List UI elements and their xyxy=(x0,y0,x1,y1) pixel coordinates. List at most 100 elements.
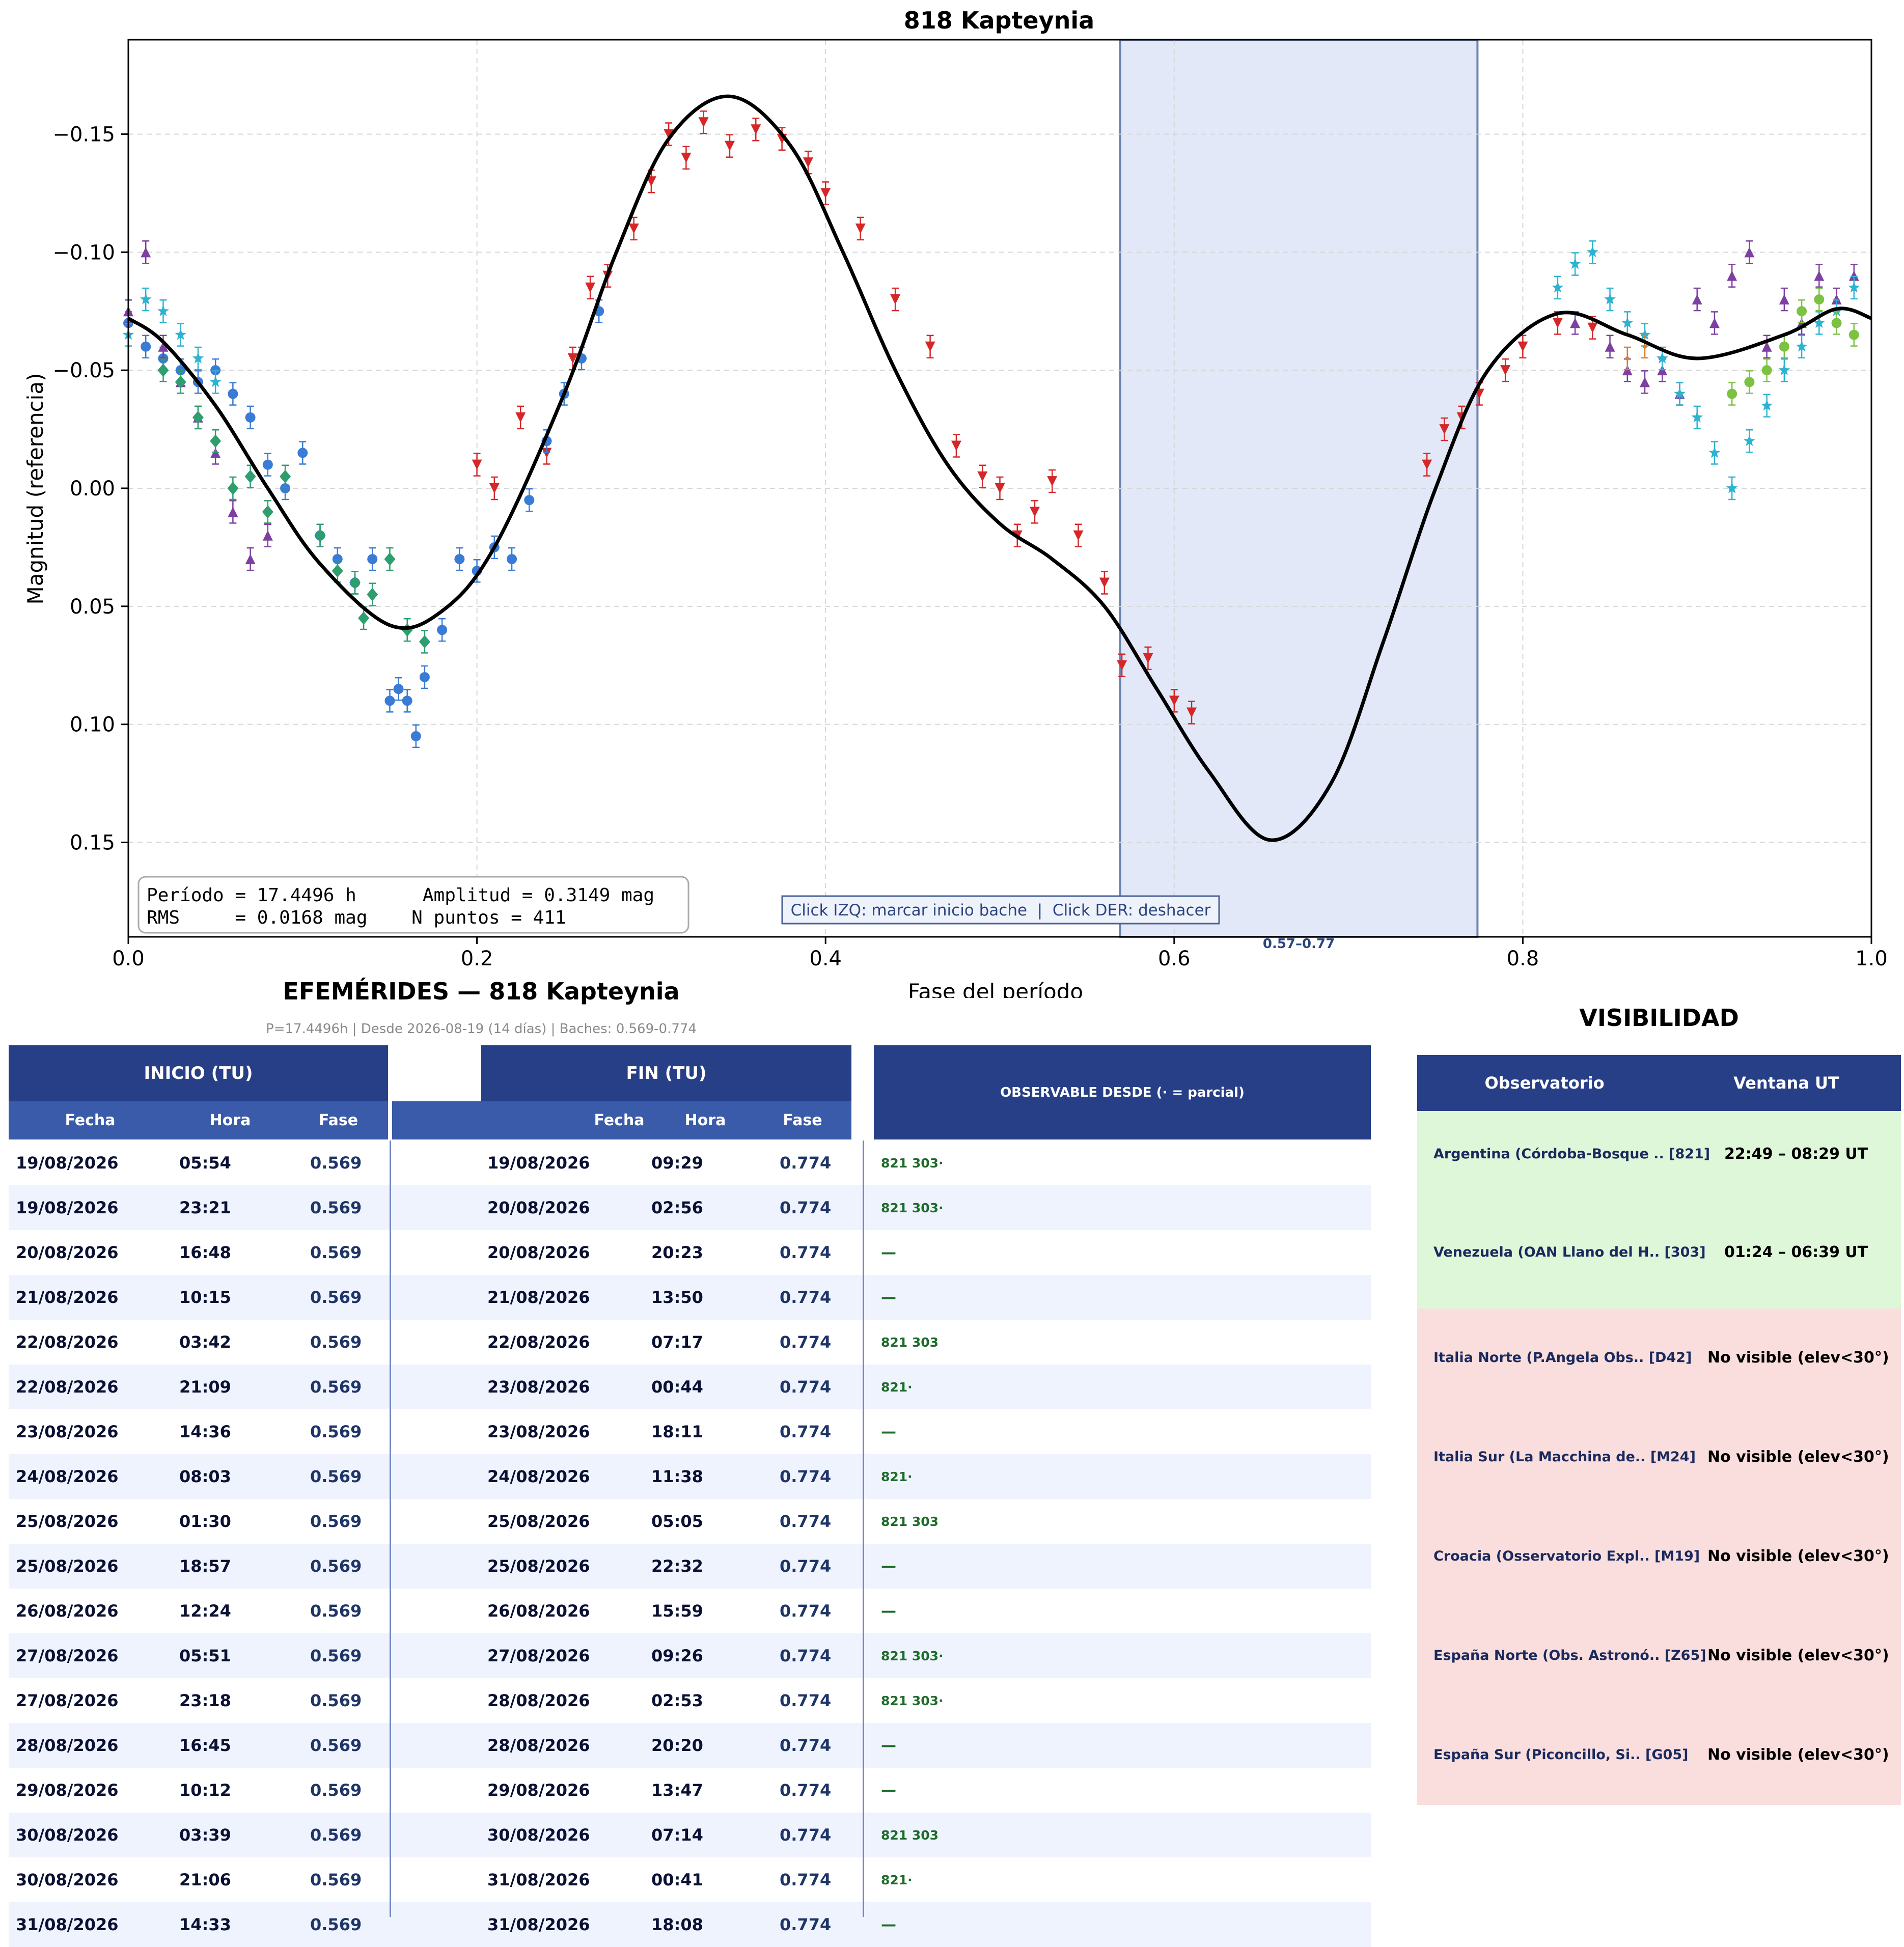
cell-d1: 22/08/2026 xyxy=(16,1377,119,1397)
light-curve-chart[interactable]: 818 Kapteynia 0.0 0.2 0.4 0.6 0.8 1.0 −0.15 −0.… xyxy=(0,0,1904,998)
cell-p1: 0.569 xyxy=(310,1243,362,1262)
cell-obs: 821 303 xyxy=(881,1334,939,1350)
cell-h1: 23:21 xyxy=(179,1198,231,1217)
ephemeris-row: 20/08/2026 16:48 0.569 20/08/2026 20:23 0.774… xyxy=(9,1230,1371,1275)
data-point xyxy=(1605,341,1615,352)
cell-d1: 24/08/2026 xyxy=(16,1467,119,1486)
data-point xyxy=(175,328,187,340)
cell-d1: 29/08/2026 xyxy=(16,1781,119,1800)
header-end-group: FIN (TU) xyxy=(481,1045,851,1101)
cell-d1: 30/08/2026 xyxy=(16,1825,119,1845)
data-point xyxy=(751,124,761,135)
visibility-row: Italia Sur (La Macchina de.. [M24] No vis… xyxy=(1417,1408,1901,1507)
cell-h1: 08:03 xyxy=(179,1467,231,1486)
cell-h2: 22:32 xyxy=(651,1556,703,1576)
cell-d2: 19/08/2026 xyxy=(487,1153,590,1173)
visibility-window: 01:24 – 06:39 UT xyxy=(1724,1243,1868,1261)
cell-h1: 21:06 xyxy=(179,1870,231,1889)
data-point xyxy=(1779,294,1789,305)
cell-d1: 27/08/2026 xyxy=(16,1691,119,1710)
cell-obs: — xyxy=(881,1736,896,1755)
data-point xyxy=(1500,365,1511,376)
cell-p2: 0.774 xyxy=(780,1467,832,1486)
x-tick-label: 0.0 xyxy=(112,947,145,970)
cell-h1: 03:42 xyxy=(179,1332,231,1352)
data-point xyxy=(157,305,169,316)
cell-d1: 19/08/2026 xyxy=(16,1198,119,1217)
header-end-phase: Fase xyxy=(754,1101,851,1139)
hint-text: Click IZQ: marcar inicio bache | Click D… xyxy=(791,901,1211,920)
cell-obs: 821· xyxy=(881,1469,913,1484)
cell-h1: 14:36 xyxy=(179,1422,231,1441)
data-point xyxy=(1744,247,1755,258)
cell-p1: 0.569 xyxy=(310,1422,362,1441)
observatory-name: Italia Norte (P.Angela Obs.. [D42] xyxy=(1433,1350,1692,1366)
data-point xyxy=(724,141,735,151)
data-point xyxy=(951,440,961,451)
data-point xyxy=(1186,707,1197,718)
observatory-name: España Sur (Piconcillo, Si.. [G05] xyxy=(1433,1747,1689,1763)
cell-p2: 0.774 xyxy=(780,1288,832,1307)
cell-h2: 09:26 xyxy=(651,1646,703,1665)
cell-obs: 821 303· xyxy=(881,1693,944,1708)
cell-h2: 00:41 xyxy=(651,1870,703,1889)
cell-d2: 23/08/2026 xyxy=(487,1377,590,1397)
visibility-row: Italia Norte (P.Angela Obs.. [D42] No vis… xyxy=(1417,1309,1901,1408)
ephemerides-subtitle: P=17.4496h | Desde 2026-08-19 (14 días) … xyxy=(266,1021,697,1037)
data-point xyxy=(141,341,151,352)
cell-obs: 821 303 xyxy=(881,1514,939,1529)
data-point xyxy=(698,117,709,128)
data-point xyxy=(585,282,596,293)
cell-d1: 30/08/2026 xyxy=(16,1870,119,1889)
data-point xyxy=(141,247,151,258)
cell-obs: 821 303· xyxy=(881,1155,944,1171)
cell-h1: 12:24 xyxy=(179,1601,231,1621)
data-point xyxy=(1169,696,1179,706)
cell-p1: 0.569 xyxy=(310,1377,362,1397)
fit-curve xyxy=(127,94,1872,842)
cell-p2: 0.774 xyxy=(780,1243,832,1262)
data-point xyxy=(419,672,430,682)
cell-p1: 0.569 xyxy=(310,1691,362,1710)
data-point xyxy=(489,483,500,493)
data-point xyxy=(358,611,370,625)
data-point xyxy=(1813,317,1825,328)
cell-d1: 27/08/2026 xyxy=(16,1646,119,1665)
cell-h1: 16:45 xyxy=(179,1736,231,1755)
header-observable-label: OBSERVABLE DESDE (· = parcial) xyxy=(1000,1084,1245,1100)
data-point xyxy=(803,157,813,168)
cell-p1: 0.569 xyxy=(310,1153,362,1173)
cell-h2: 11:38 xyxy=(651,1467,703,1486)
data-point xyxy=(1570,318,1581,328)
data-point xyxy=(393,684,404,694)
data-point xyxy=(140,293,152,304)
ephemerides-title: EFEMÉRIDES — 818 Kapteynia xyxy=(283,978,680,1005)
cell-d1: 25/08/2026 xyxy=(16,1512,119,1531)
data-point xyxy=(1708,447,1721,458)
cell-p2: 0.774 xyxy=(780,1332,832,1352)
header-label: Fecha xyxy=(65,1111,116,1129)
cell-p1: 0.569 xyxy=(310,1870,362,1889)
data-point xyxy=(1761,341,1772,352)
data-point xyxy=(524,495,535,506)
data-point xyxy=(192,352,204,364)
cell-p1: 0.569 xyxy=(310,1825,362,1845)
y-tick-label: 0.05 xyxy=(70,595,115,619)
cell-d2: 28/08/2026 xyxy=(487,1736,590,1755)
cell-h2: 13:47 xyxy=(651,1781,703,1800)
ephemeris-row: 21/08/2026 10:15 0.569 21/08/2026 13:50 0.774… xyxy=(9,1275,1371,1320)
data-point xyxy=(1099,577,1110,588)
header-start-phase: Fase xyxy=(289,1101,388,1139)
cell-d2: 20/08/2026 xyxy=(487,1198,590,1217)
data-point xyxy=(1692,294,1702,305)
cell-p2: 0.774 xyxy=(780,1198,832,1217)
data-point xyxy=(646,176,656,187)
cell-p1: 0.569 xyxy=(310,1781,362,1800)
header-start-date: Fecha xyxy=(9,1101,172,1139)
header-label: Observatorio xyxy=(1484,1073,1605,1093)
cell-obs: — xyxy=(881,1423,896,1441)
cell-d1: 23/08/2026 xyxy=(16,1422,119,1441)
data-point xyxy=(472,459,482,470)
data-point xyxy=(1569,258,1581,269)
data-point xyxy=(1047,476,1058,487)
